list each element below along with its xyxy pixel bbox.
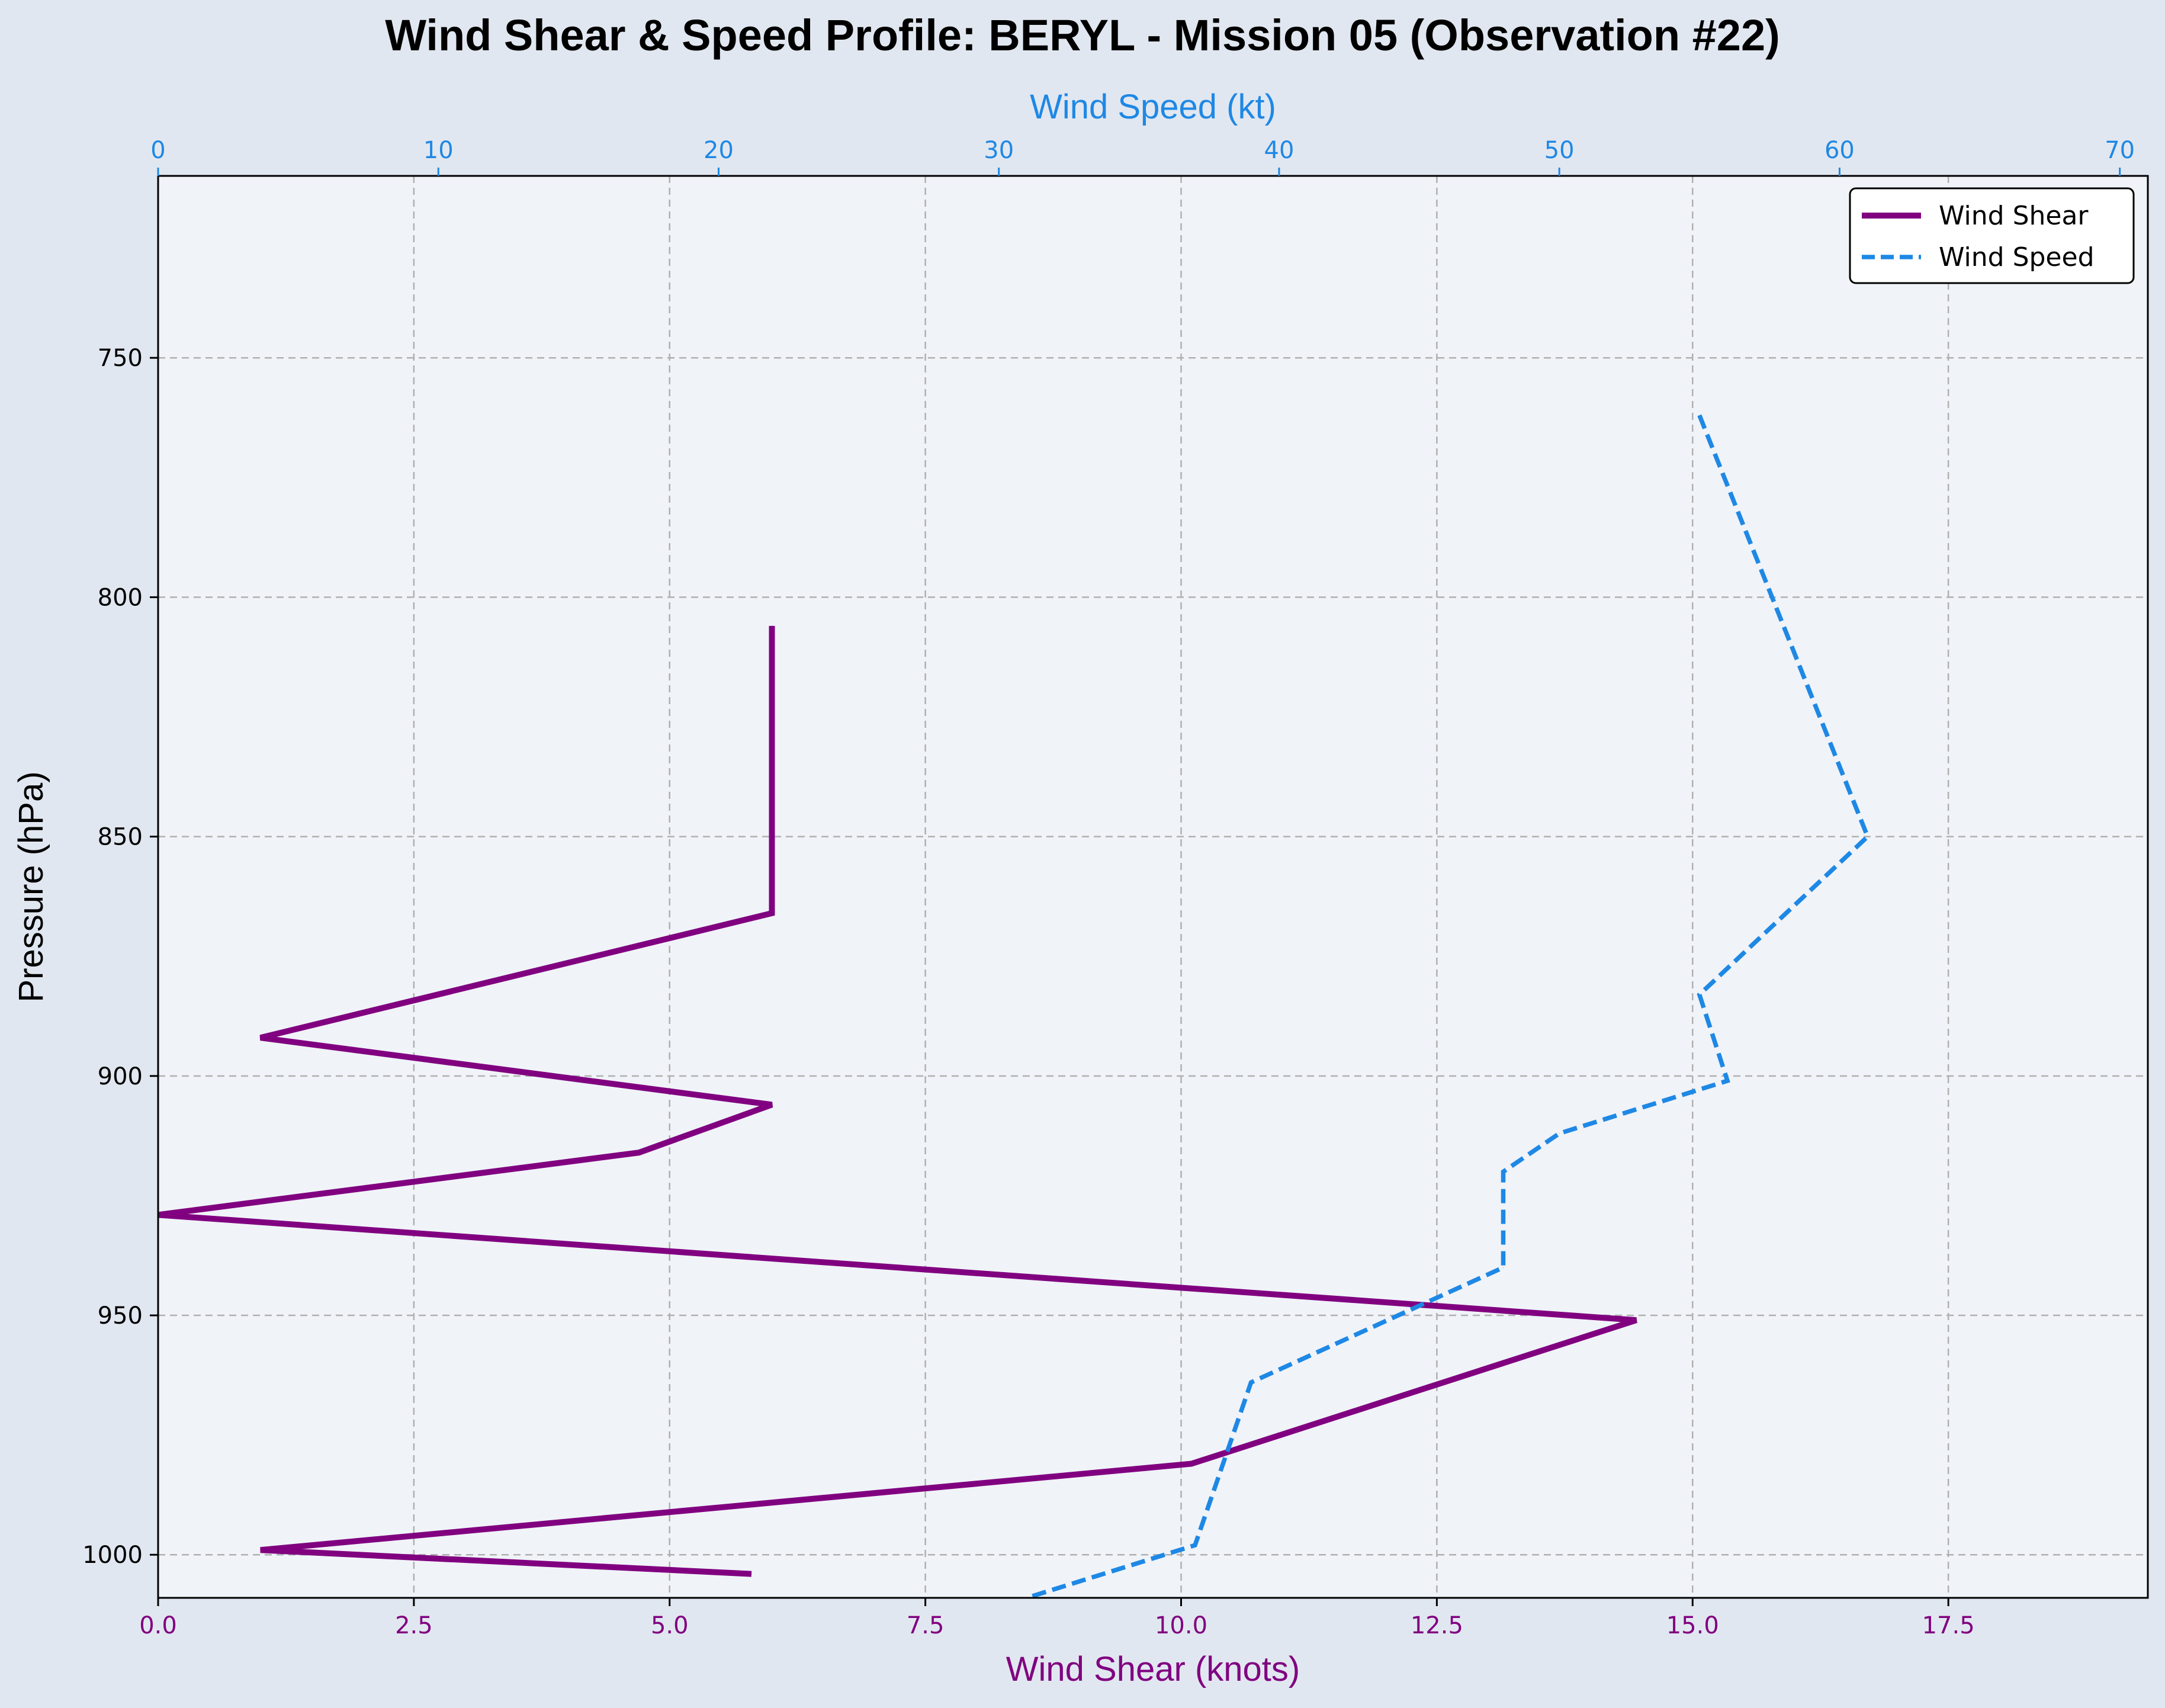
wind-speed-point-2 — [1699, 994, 1700, 995]
series-line-wind-shear — [158, 625, 1637, 1577]
chart-title: Wind Shear & Speed Profile: BERYL - Miss… — [385, 11, 1780, 60]
series-line-wind-speed — [1026, 414, 1871, 1598]
wind-shear-point-4 — [638, 1152, 640, 1153]
grid — [157, 176, 2148, 1598]
y-tick-label-850: 850 — [98, 824, 143, 851]
plot-frame — [157, 175, 2149, 1599]
x-bottom-tick-label-7: 17.5 — [1922, 1612, 1975, 1639]
y-tick-label-950: 950 — [98, 1302, 143, 1330]
x-bottom-tick-label-5: 12.5 — [1411, 1612, 1463, 1639]
wind-speed-point-6 — [1503, 1267, 1504, 1268]
y-tick-label-1000: 1000 — [82, 1542, 143, 1569]
y-tick-label-800: 800 — [98, 584, 143, 611]
series-layer — [158, 414, 1871, 1598]
wind-speed-point-4 — [1559, 1133, 1560, 1134]
x-bottom-tick-label-4: 10.0 — [1155, 1612, 1207, 1639]
x-bottom-tick-label-2: 5.0 — [651, 1612, 689, 1639]
wind-speed-point-0 — [1699, 415, 1700, 416]
legend-entry-wind-speed: Wind Speed — [1939, 242, 2095, 272]
x-axis-top-label: Wind Speed (kt) — [1030, 88, 1276, 126]
x-top-tick-label-30: 30 — [984, 137, 1014, 164]
plot-area — [158, 176, 2148, 1598]
x-top-tick-label-70: 70 — [2105, 137, 2135, 164]
x-top-tick-label-0: 0 — [150, 137, 165, 164]
wind-speed-point-3 — [1727, 1080, 1728, 1081]
x-top-tick-label-50: 50 — [1544, 137, 1575, 164]
y-tick-label-750: 750 — [98, 345, 143, 372]
wind-shear-point-6 — [1636, 1319, 1637, 1321]
y-tick-label-900: 900 — [98, 1063, 143, 1090]
x-bottom-tick-label-1: 2.5 — [395, 1612, 433, 1639]
x-axis-bottom-label: Wind Shear (knots) — [1006, 1650, 1300, 1688]
legend: Wind Shear Wind Speed — [1849, 187, 2135, 284]
x-bottom-tick-label-6: 15.0 — [1666, 1612, 1719, 1639]
x-bottom-tick-label-3: 7.5 — [907, 1612, 945, 1639]
legend-entry-wind-shear: Wind Shear — [1939, 201, 2089, 231]
x-bottom-tick-label-0: 0.0 — [139, 1612, 177, 1639]
wind-speed-point-8 — [1194, 1545, 1196, 1546]
y-axis-label: Pressure (hPa) — [12, 771, 50, 1002]
wind-speed-point-5 — [1503, 1171, 1504, 1173]
x-top-tick-label-20: 20 — [704, 137, 734, 164]
ticks: 750 800 850 900 950 1000 0.0 2.5 5.0 7.5 10.0 12.5 1… — [82, 137, 2135, 1639]
x-top-tick-label-10: 10 — [423, 137, 454, 164]
legend-box — [1849, 187, 2135, 284]
x-top-tick-label-60: 60 — [1824, 137, 1855, 164]
wind-speed-point-1 — [1867, 836, 1868, 837]
x-top-tick-label-40: 40 — [1264, 137, 1294, 164]
